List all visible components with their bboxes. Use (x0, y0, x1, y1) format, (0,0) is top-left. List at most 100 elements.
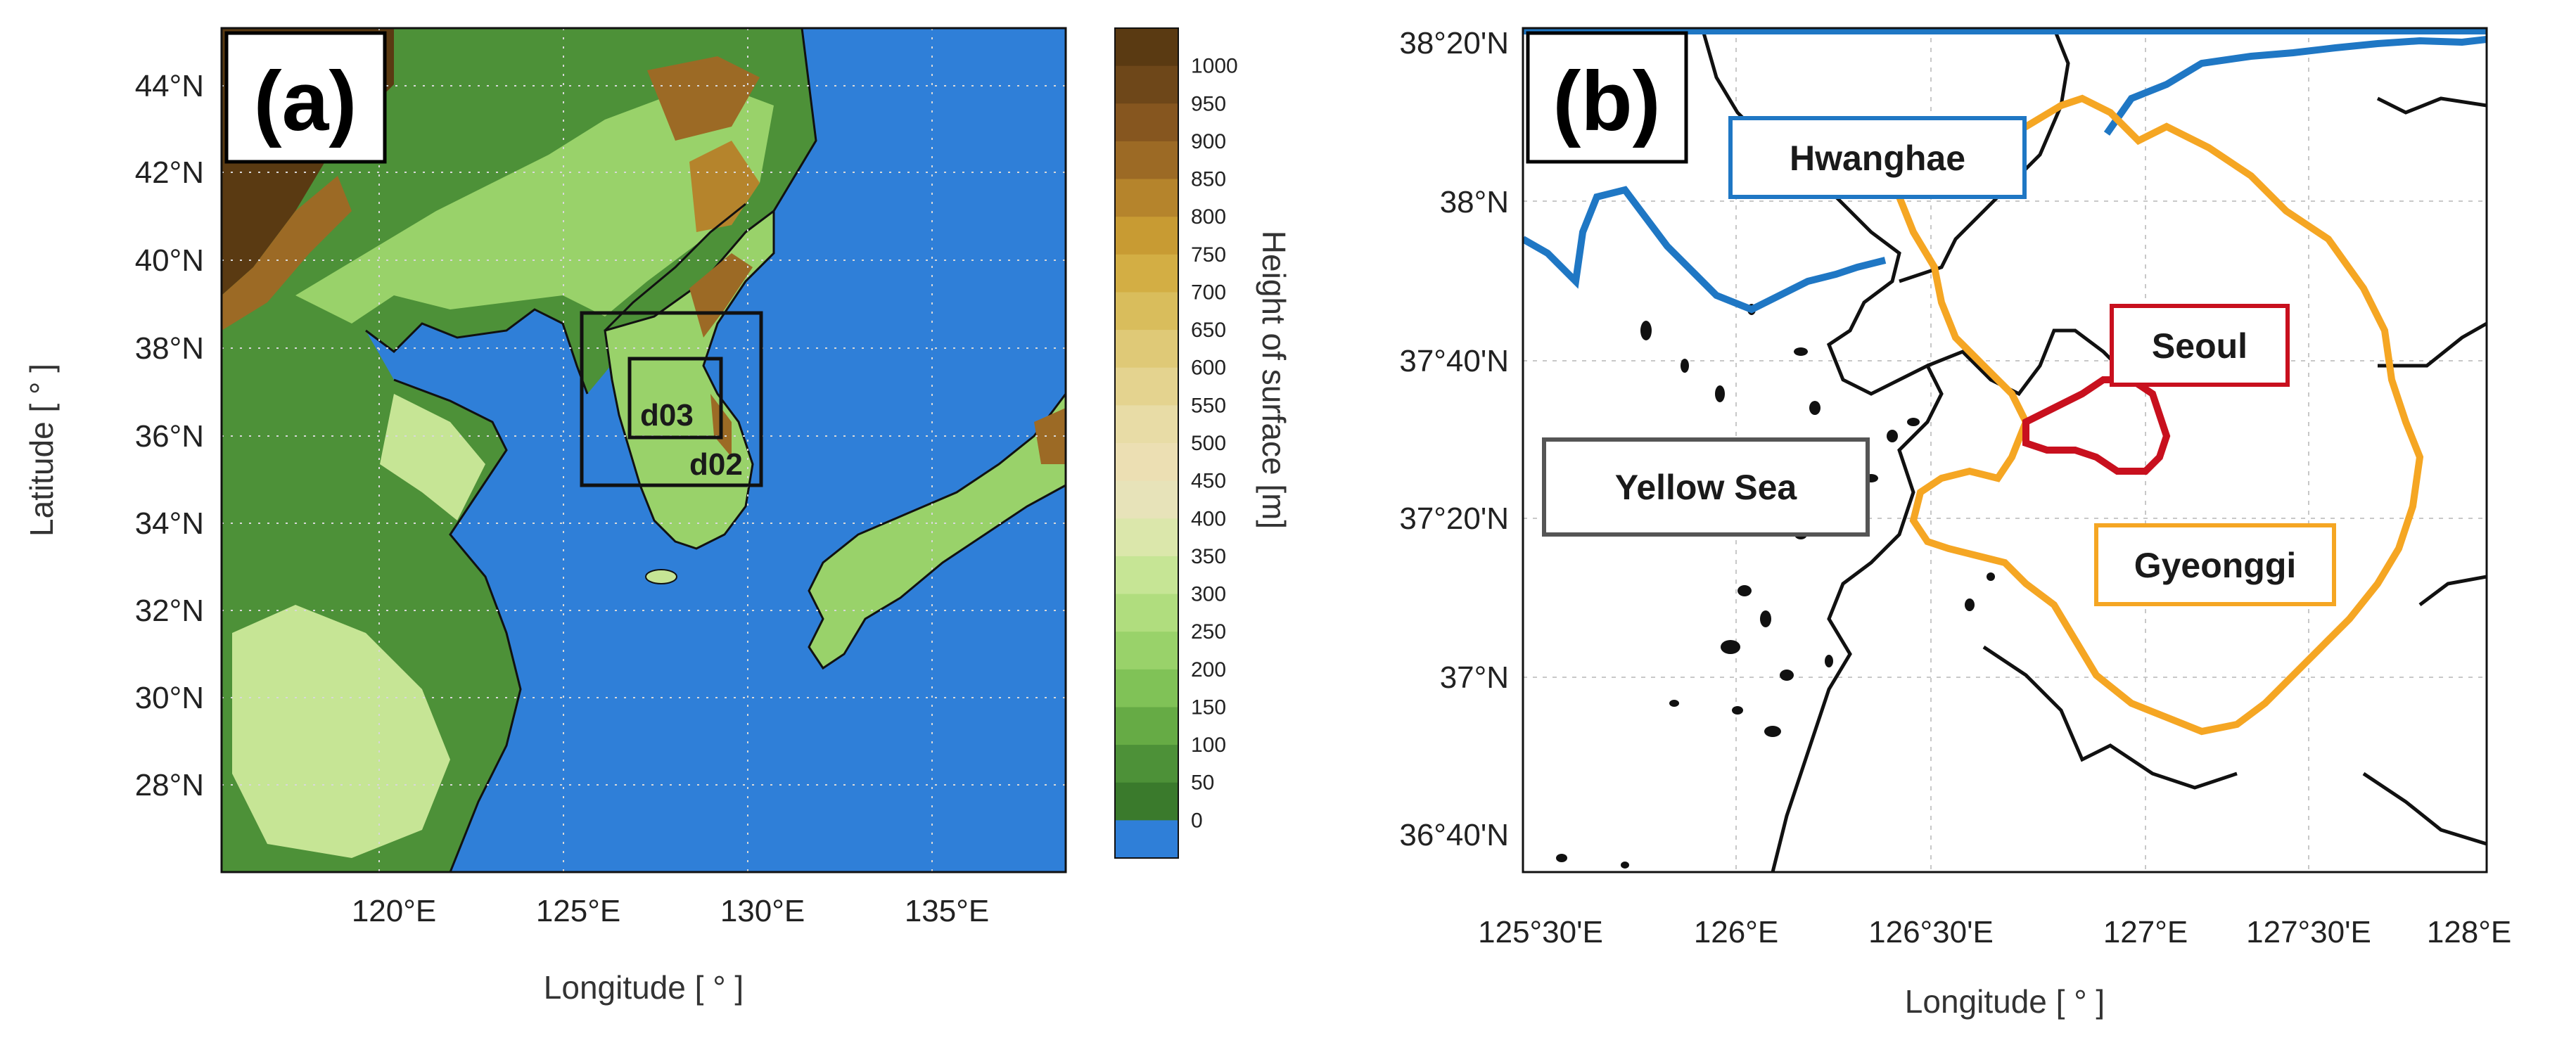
x-tick-label: 120°E (352, 894, 436, 928)
y-tick-label: 30°N (135, 681, 204, 715)
colorbar-tick-label: 700 (1191, 281, 1226, 304)
x-tick-label: 127°E (2103, 915, 2188, 949)
colorbar-tick-label: 600 (1191, 357, 1226, 380)
japan-islands (808, 392, 1066, 670)
japan-highlands (1034, 408, 1066, 464)
colorbar-tick-label: 200 (1191, 658, 1226, 681)
gyeonggi-label-box (2094, 523, 2336, 606)
y-tick-label: 28°N (135, 768, 204, 802)
colorbar-swatch (1115, 103, 1178, 142)
x-tick-label: 125°30'E (1478, 915, 1603, 949)
y-tick-label: 37°N (1440, 660, 1509, 695)
colorbar-tick-label: 850 (1191, 168, 1226, 191)
northeast-mountains (689, 141, 760, 232)
colorbar: 1000950900850800750700650600550500450400… (1114, 27, 1238, 859)
colorbar-swatch (1115, 217, 1178, 255)
colorbar-tick-label: 800 (1191, 205, 1226, 229)
y-tick-label: 37°20'N (1399, 501, 1509, 536)
colorbar-tick-label: 350 (1191, 545, 1226, 568)
jeju-island (645, 569, 677, 584)
colorbar-swatch (1115, 179, 1178, 217)
seoul-label-box (2110, 304, 2290, 387)
panel-a-x-ticks: 120°E 125°E 130°E 135°E (352, 894, 989, 928)
colorbar-tick-label: 250 (1191, 620, 1226, 644)
colorbar-tick-label: 950 (1191, 92, 1226, 115)
graticule (222, 28, 1066, 872)
x-tick-label: 125°E (536, 894, 620, 928)
colorbar-swatch (1115, 556, 1178, 595)
colorbar-tick-label: 0 (1191, 809, 1203, 832)
colorbar-tick-label: 900 (1191, 130, 1226, 153)
panel-a: d03 d02 (a) 44°N 42°N 40°N 38°N 36°N 34°… (23, 27, 1292, 1006)
terrain-map (222, 28, 1066, 872)
colorbar-tick-label: 750 (1191, 243, 1226, 267)
mainland-mid (232, 394, 485, 858)
hwanghae-label-box (1728, 116, 2027, 199)
x-tick-label: 127°30'E (2246, 915, 2371, 949)
y-tick-label: 36°40'N (1399, 818, 1509, 852)
colorbar-swatch (1115, 330, 1178, 369)
colorbar-swatch (1115, 405, 1178, 444)
y-tick-label: 36°N (135, 419, 204, 454)
colorbar-frame (1114, 27, 1179, 859)
colorbar-swatch (1115, 65, 1178, 104)
x-tick-label: 128°E (2427, 915, 2511, 949)
x-tick-label: 126°E (1694, 915, 1778, 949)
colorbar-swatch (1115, 594, 1178, 632)
hwanghae-label: Hwanghae (1790, 139, 1965, 178)
gyeonggi-boundary (1895, 94, 2424, 736)
mainland-coast (365, 308, 589, 872)
land-border (1982, 96, 2487, 846)
colorbar-tick-label: 1000 (1191, 55, 1238, 78)
panel-b-tag: (b) (1552, 54, 1660, 148)
y-tick-label: 38°N (135, 331, 204, 366)
colorbar-swatch (1115, 443, 1178, 482)
colorbar-swatch (1115, 254, 1178, 293)
gyeonggi-label: Gyeonggi (2134, 546, 2297, 585)
colorbar-title: Height of surface [m] (1256, 231, 1292, 529)
colorbar-tick-label: 100 (1191, 734, 1226, 757)
colorbar-tick-label: 450 (1191, 470, 1226, 493)
colorbar-tick-label: 500 (1191, 432, 1226, 455)
panel-b-x-axis-label: Longitude [ ° ] (1905, 983, 2105, 1020)
panel-a-tag: (a) (254, 54, 357, 148)
panel-b-frame (1522, 27, 2488, 873)
hwanghae-boundary (1523, 28, 2487, 314)
y-tick-label: 42°N (135, 155, 204, 190)
panel-a-frame (220, 27, 1067, 873)
seoul-label: Seoul (2152, 326, 2247, 366)
colorbar-tick-label: 300 (1191, 583, 1226, 606)
colorbar-swatch (1115, 141, 1178, 180)
colorbar-swatch (1115, 28, 1178, 67)
panel-a-y-ticks: 44°N 42°N 40°N 38°N 36°N 34°N 32°N 30°N … (135, 69, 204, 802)
panel-b: (b) Hwanghae Seoul Gyeonggi Yellow Sea 3… (1399, 26, 2511, 1020)
colorbar-swatch (1115, 707, 1178, 745)
yellow-sea-label: Yellow Sea (1615, 468, 1798, 507)
korea-mountains (689, 253, 753, 457)
colorbar-swatch (1115, 782, 1178, 821)
colorbar-swatch (1115, 745, 1178, 783)
yellow-sea-label-box (1542, 437, 1870, 537)
mainland-hills (295, 84, 774, 324)
y-tick-label: 34°N (135, 506, 204, 541)
colorbar-swatch (1115, 518, 1178, 557)
colorbar-tick-label: 150 (1191, 696, 1226, 719)
seoul-boundary (2022, 376, 2171, 475)
colorbar-swatch (1115, 480, 1178, 519)
panel-b-tag-box (1526, 31, 1688, 164)
panel-b-y-ticks: 38°20'N 38°N 37°40'N 37°20'N 37°N 36°40'… (1399, 26, 1509, 852)
mainland-highland-2 (222, 56, 760, 331)
colorbar-swatch (1115, 820, 1178, 859)
d03-domain-box (627, 357, 723, 440)
panel-a-x-axis-label: Longitude [ ° ] (544, 969, 744, 1006)
d02-label: d02 (689, 447, 743, 482)
y-tick-label: 38°N (1440, 185, 1509, 219)
d03-label: d03 (640, 398, 694, 433)
y-tick-label: 40°N (135, 243, 204, 278)
colorbar-tick-label: 50 (1191, 772, 1214, 795)
colorbar-tick-label: 650 (1191, 319, 1226, 342)
x-tick-label: 135°E (905, 894, 989, 928)
colorbar-swatch (1115, 669, 1178, 708)
panel-a-tag-box (224, 31, 387, 164)
colorbar-tick-label: 400 (1191, 507, 1226, 530)
